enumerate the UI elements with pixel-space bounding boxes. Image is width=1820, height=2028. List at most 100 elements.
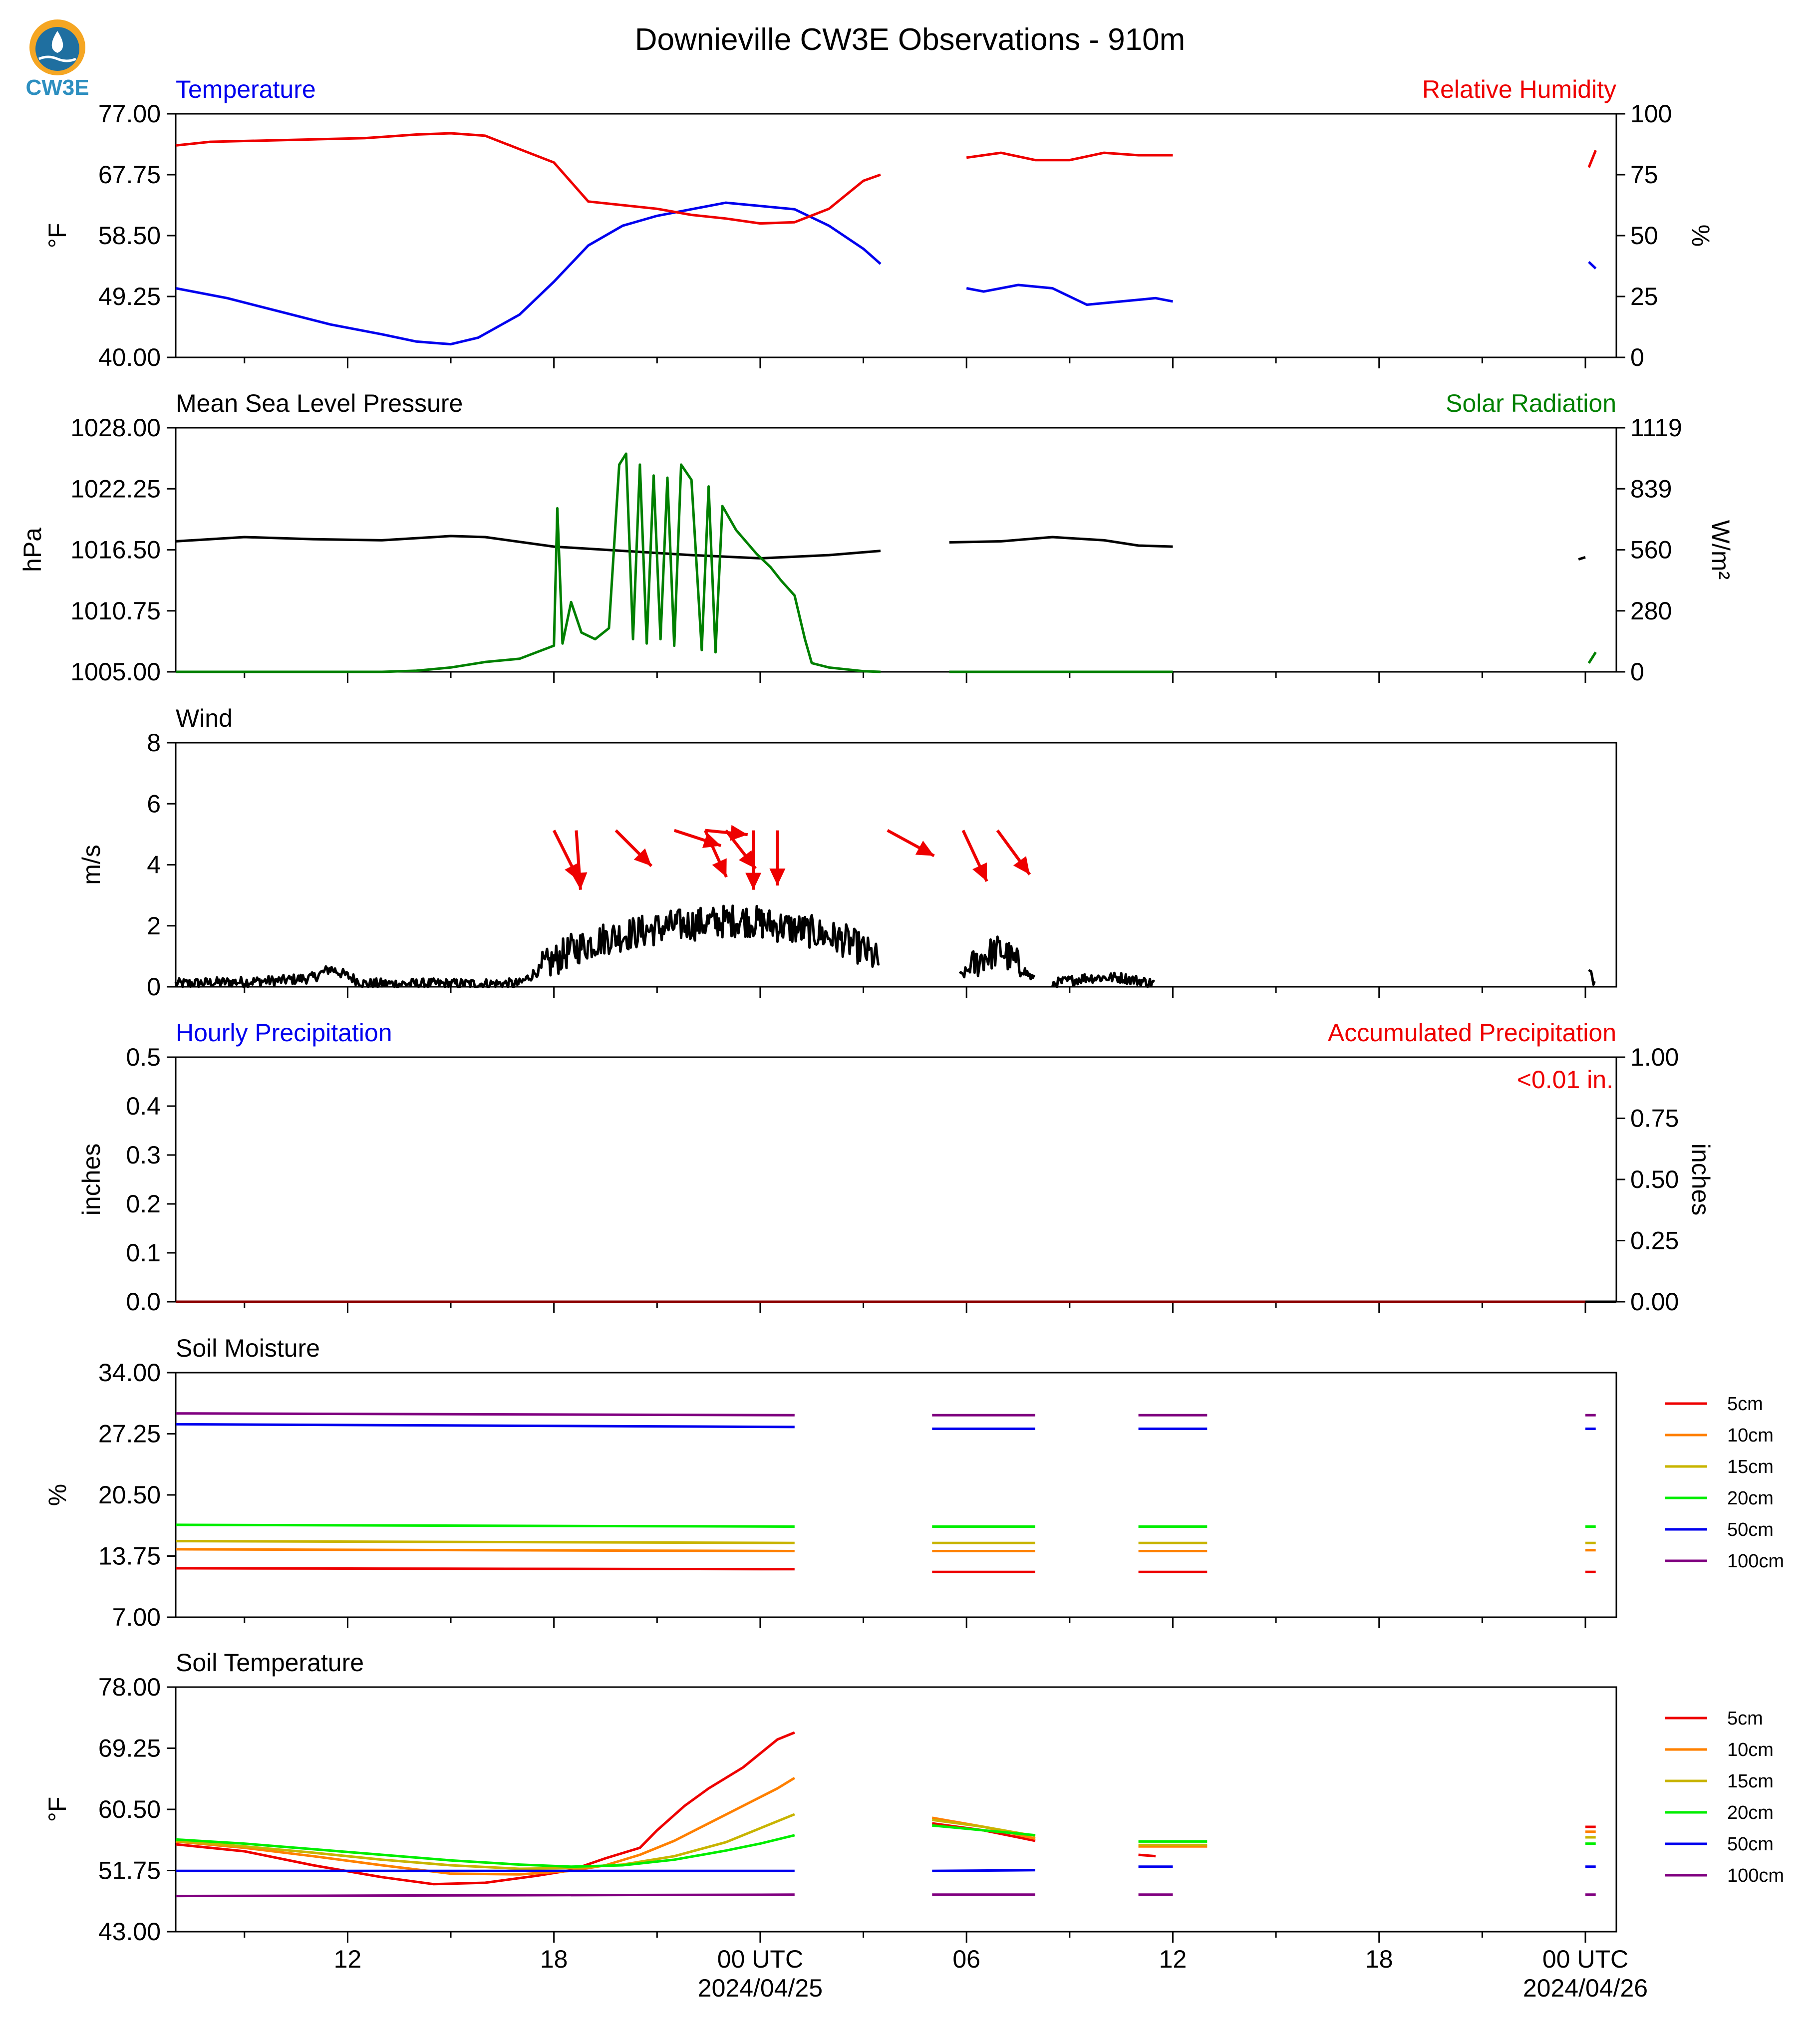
legend-label: 10cm	[1727, 1739, 1774, 1760]
series-line-2-seg-0	[175, 1540, 795, 1544]
series-line-1-seg-0	[175, 1548, 795, 1552]
y-tick-label-right: 1119	[1630, 414, 1682, 442]
y-tick-label-right: 0.00	[1630, 1288, 1679, 1316]
series-line-0-seg-1	[958, 935, 1036, 980]
y-tick-label: 0.0	[126, 1288, 161, 1316]
wind-arrow-head-6	[739, 850, 756, 869]
y-tick-label: 43.00	[98, 1918, 161, 1946]
series-line-0-seg-3	[1588, 969, 1596, 986]
y-axis-label: hPa	[18, 528, 46, 572]
series-line-2-seg-0	[175, 1813, 795, 1870]
series-line-5-seg-0	[175, 1893, 795, 1898]
figure-title: Downieville CW3E Observations - 910m	[635, 22, 1186, 57]
y-axis-label: °F	[43, 1797, 71, 1822]
y-tick-label-right: 100	[1630, 100, 1672, 128]
panel-soil-moisture: Soil Moisture 7.00 13.75 20.50 27.25 34.00% 5c…	[43, 1334, 1784, 1631]
legend-label: 15cm	[1727, 1771, 1774, 1792]
y-tick-label: 1028.00	[70, 414, 161, 442]
y-axis-label: inches	[77, 1144, 105, 1216]
series-line-1-seg-2	[1587, 150, 1597, 168]
series-line-0-seg-0	[175, 201, 882, 346]
y-tick-label: 1010.75	[70, 597, 161, 625]
legend-label: 50cm	[1727, 1519, 1774, 1540]
y-tick-label: 51.75	[98, 1857, 161, 1885]
y-tick-label: 1005.00	[70, 658, 161, 686]
wind-arrow-head-9	[915, 841, 934, 856]
series-line-0-seg-2	[1138, 1853, 1156, 1858]
series-line-4-seg-0	[175, 1423, 795, 1429]
wind-arrow-head-7	[745, 872, 762, 890]
y-tick-label-right: 0.75	[1630, 1105, 1679, 1133]
x-tick-label: 06	[952, 1945, 980, 1973]
series-line-4-seg-1	[932, 1869, 1036, 1872]
series-line-0-seg-0	[175, 1731, 795, 1886]
y-tick-label-right: 560	[1630, 536, 1672, 564]
y-axis-label-right: W/m²	[1707, 520, 1735, 579]
y-tick-label: 0.2	[126, 1190, 161, 1218]
panel-title: Hourly Precipitation	[176, 1019, 392, 1047]
series-line-3-seg-0	[175, 1834, 795, 1868]
logo-text: CW3E	[25, 75, 89, 100]
y-tick-label-right: 0	[1630, 343, 1644, 371]
legend-label: 100cm	[1727, 1551, 1784, 1572]
y-axis-label-right: %	[1687, 225, 1715, 247]
x-tick-label: 00 UTC	[717, 1945, 803, 1973]
panel-pressure-solar: Mean Sea Level Pressure Solar Radiation 10…	[18, 389, 1735, 686]
plot-frame	[175, 742, 1617, 988]
y-tick-label-right: 75	[1630, 161, 1658, 189]
y-tick-label: 67.75	[98, 161, 161, 189]
series-line-3-seg-0	[175, 1523, 795, 1528]
y-tick-label-right: 50	[1630, 222, 1658, 250]
legend-label: 20cm	[1727, 1488, 1774, 1509]
panel-temperature-humidity: Temperature Relative Humidity 40.00 49.25 58…	[43, 75, 1715, 371]
series-line-1-seg-1	[966, 151, 1173, 162]
y-tick-label: 0.1	[126, 1239, 161, 1267]
y-tick-label: 0.3	[126, 1141, 161, 1169]
legend-label: 50cm	[1727, 1834, 1774, 1855]
y-axis-label-right: inches	[1687, 1144, 1715, 1216]
panel-title: Soil Temperature	[176, 1649, 364, 1677]
y-tick-label: 20.50	[98, 1481, 161, 1509]
series-line-0-seg-1	[966, 284, 1173, 306]
legend-label: 5cm	[1727, 1708, 1763, 1729]
series-line-1-seg-2	[1587, 651, 1597, 664]
y-tick-label: 49.25	[98, 283, 161, 310]
plot-frame	[175, 113, 1617, 358]
panel-title: Temperature	[176, 75, 316, 103]
panel-title: Soil Moisture	[176, 1334, 320, 1362]
y-axis-label: %	[43, 1484, 71, 1506]
x-tick-date-label: 2024/04/26	[1523, 1974, 1648, 2002]
y-tick-label: 34.00	[98, 1359, 161, 1387]
legend-label: 5cm	[1727, 1394, 1763, 1415]
y-tick-label: 69.25	[98, 1735, 161, 1762]
wind-arrow-head-1	[571, 872, 588, 890]
panel-precipitation: Hourly Precipitation Accumulated Precipit…	[77, 1019, 1715, 1316]
panel-title: Wind	[176, 704, 233, 732]
y-tick-label: 58.50	[98, 222, 161, 250]
y-tick-label: 7.00	[112, 1603, 161, 1631]
plot-frame	[175, 1056, 1617, 1303]
y-tick-label-right: 0	[1630, 658, 1644, 686]
x-tick-label: 18	[1365, 1945, 1393, 1973]
logo-wave	[38, 55, 77, 62]
legend-label: 15cm	[1727, 1456, 1774, 1477]
y-tick-label: 8	[147, 729, 161, 757]
series-line-0-seg-0	[175, 535, 881, 560]
legend-label: 10cm	[1727, 1425, 1774, 1446]
wind-arrow-head-5	[730, 825, 748, 841]
panel-soil-temperature: Soil Temperature 43.00 51.75 60.50 69.25 78.0…	[43, 1649, 1784, 1946]
plot-frame	[175, 427, 1617, 673]
y-tick-label: 4	[147, 851, 161, 879]
wind-arrow-head-8	[769, 869, 786, 886]
x-tick-label: 12	[334, 1945, 362, 1973]
series-line-0-seg-2	[1578, 556, 1586, 561]
y-tick-label: 77.00	[98, 100, 161, 128]
panel-title-right: Accumulated Precipitation	[1328, 1019, 1616, 1047]
series-line-0-seg-1	[949, 536, 1173, 548]
y-tick-label-right: 0.50	[1630, 1165, 1679, 1193]
y-tick-label: 1016.50	[70, 536, 161, 564]
panel-title-right: Relative Humidity	[1422, 75, 1616, 103]
y-tick-label: 6	[147, 790, 161, 818]
